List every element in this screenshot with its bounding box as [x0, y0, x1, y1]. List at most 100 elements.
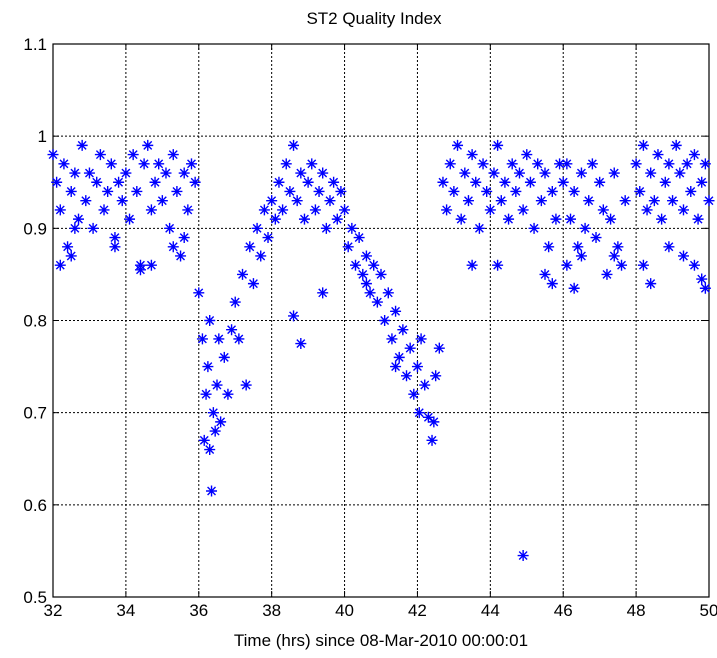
data-point	[368, 259, 380, 271]
data-point	[433, 342, 445, 354]
data-point	[83, 167, 95, 179]
data-point	[331, 213, 343, 225]
data-point	[656, 213, 668, 225]
data-point	[229, 296, 241, 308]
data-point	[198, 434, 210, 446]
data-point	[510, 185, 522, 197]
data-point	[109, 241, 121, 253]
x-axis-ticks: 32 34 36 38 40 42 44 46 48 50	[44, 44, 717, 620]
data-point	[80, 195, 92, 207]
data-point	[360, 250, 372, 262]
data-point	[430, 370, 442, 382]
data-point	[200, 388, 212, 400]
data-point	[204, 315, 216, 326]
data-point	[448, 185, 460, 197]
data-point	[320, 222, 332, 234]
data-point	[240, 379, 252, 391]
data-point	[222, 388, 234, 400]
data-point	[413, 407, 425, 419]
data-point	[696, 176, 708, 188]
data-point	[492, 139, 504, 151]
data-point	[94, 149, 106, 161]
data-point	[145, 259, 157, 271]
data-point	[426, 434, 438, 446]
data-point	[134, 264, 146, 276]
data-point	[688, 259, 700, 271]
data-point	[594, 176, 606, 188]
data-point	[116, 195, 128, 207]
data-point	[309, 204, 321, 216]
data-point	[87, 222, 99, 234]
data-point	[616, 259, 628, 271]
data-point	[459, 167, 471, 179]
data-point	[415, 333, 427, 345]
data-point	[455, 213, 467, 225]
data-point	[692, 213, 704, 225]
data-point	[586, 158, 598, 170]
data-point	[452, 139, 464, 151]
data-point	[499, 176, 511, 188]
data-point	[142, 139, 154, 151]
data-point	[404, 342, 416, 354]
data-point	[127, 149, 139, 161]
data-point	[390, 305, 402, 317]
x-tick-label: 46	[554, 601, 573, 620]
data-point	[466, 149, 478, 161]
data-point	[579, 222, 591, 234]
data-point	[535, 195, 547, 207]
data-point	[262, 232, 274, 244]
data-point	[266, 195, 278, 207]
data-point	[619, 195, 631, 207]
data-point	[138, 158, 150, 170]
data-point	[171, 185, 183, 197]
data-point	[568, 282, 580, 294]
data-point	[124, 213, 136, 225]
data-point	[652, 149, 664, 161]
data-point	[167, 149, 179, 161]
data-point	[178, 167, 190, 179]
data-point	[360, 278, 372, 290]
data-point	[437, 176, 449, 188]
data-point	[393, 351, 405, 363]
data-point	[204, 444, 216, 456]
y-tick-label: 0.8	[23, 312, 47, 331]
data-point	[408, 388, 420, 400]
x-tick-label: 48	[627, 601, 646, 620]
data-point	[495, 195, 507, 207]
data-point	[288, 139, 300, 151]
data-point	[160, 167, 172, 179]
data-point	[288, 310, 300, 322]
data-point	[641, 204, 653, 216]
data-point	[54, 204, 66, 216]
data-point	[401, 370, 413, 382]
data-point	[244, 241, 256, 253]
data-point	[561, 158, 573, 170]
data-point	[156, 195, 168, 207]
data-point	[608, 167, 620, 179]
data-point	[637, 139, 649, 151]
data-point	[149, 176, 161, 188]
data-point	[648, 195, 660, 207]
data-point	[583, 195, 595, 207]
data-point	[645, 167, 657, 179]
data-point	[105, 158, 117, 170]
data-point	[167, 241, 179, 253]
data-point	[306, 158, 318, 170]
data-point	[218, 351, 230, 363]
data-point	[211, 379, 223, 391]
data-point	[503, 213, 515, 225]
data-point	[51, 176, 63, 188]
data-point	[258, 204, 270, 216]
data-point	[428, 416, 440, 428]
data-point	[575, 250, 587, 262]
data-point	[550, 213, 562, 225]
data-point	[572, 241, 584, 253]
data-point	[298, 213, 310, 225]
data-point	[546, 185, 558, 197]
data-point	[667, 195, 679, 207]
data-point	[484, 204, 496, 216]
data-point	[207, 407, 219, 419]
data-point	[441, 204, 453, 216]
data-point	[313, 185, 325, 197]
data-point	[324, 195, 336, 207]
